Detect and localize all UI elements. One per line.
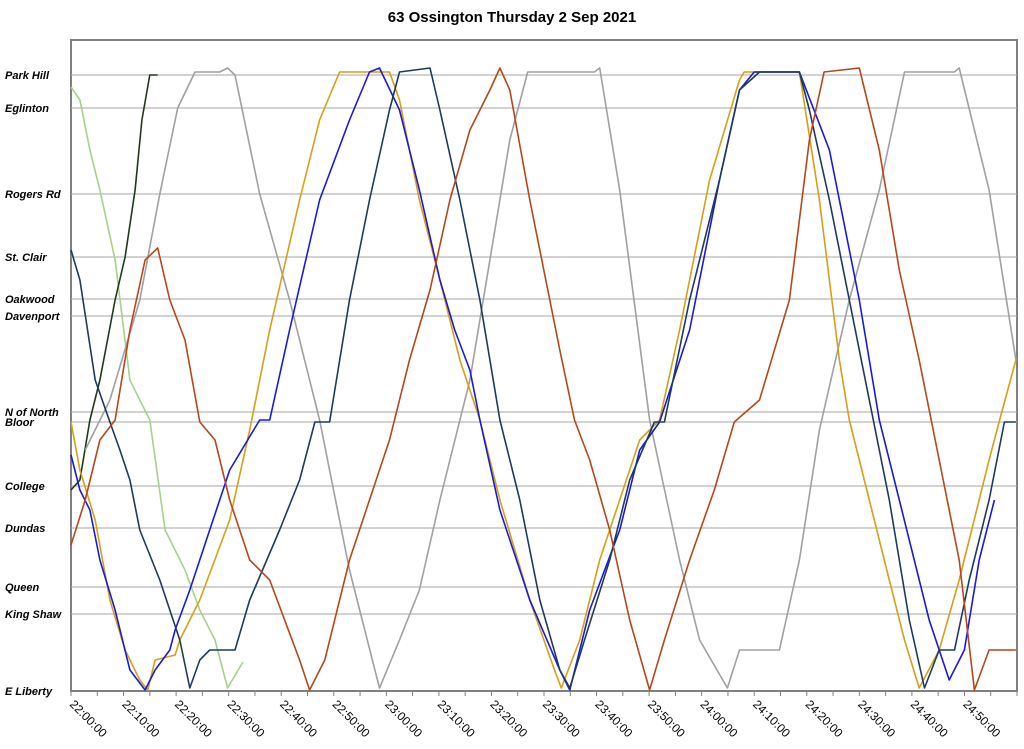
series-vehicle-light-green <box>70 86 244 689</box>
x-tick-label: 23:00:00 <box>382 697 425 740</box>
x-tick-label: 23:40:00 <box>592 697 635 740</box>
station-label: St. Clair <box>5 252 47 264</box>
x-tick-label: 24:40:00 <box>908 697 951 740</box>
station-label: E Liberty <box>5 686 53 698</box>
station-label: Rogers Rd <box>5 189 61 201</box>
x-tick-label: 24:50:00 <box>960 697 1003 740</box>
x-tick-label: 23:30:00 <box>540 697 583 740</box>
x-tick-label: 22:20:00 <box>172 697 215 740</box>
station-labels: Park Hill Eglinton Rogers Rd St. Clair Oakwo… <box>5 70 63 698</box>
plot-area <box>70 39 1018 692</box>
station-label: Oakwood <box>5 294 55 306</box>
series-vehicle-dark-green <box>70 74 158 491</box>
x-tick-label: 24:30:00 <box>855 697 898 740</box>
vehicle-traces <box>70 67 1017 691</box>
station-label: Eglinton <box>5 103 49 115</box>
station-label: Bloor <box>5 417 34 429</box>
station-label: Park Hill <box>5 70 50 82</box>
x-tick-label: 23:20:00 <box>487 697 530 740</box>
station-label: College <box>5 481 45 493</box>
series-vehicle-grey <box>84 67 1017 689</box>
station-gridlines <box>71 74 1017 615</box>
x-tick-label: 22:50:00 <box>330 697 373 740</box>
x-tick-label: 24:20:00 <box>803 697 846 740</box>
x-tick-label: 22:10:00 <box>119 697 162 740</box>
x-tick-label: 22:40:00 <box>277 697 320 740</box>
series-vehicle-navy <box>70 67 1016 689</box>
station-label: Queen <box>5 582 40 594</box>
station-label: N of North <box>5 407 59 419</box>
x-tick-label: 23:50:00 <box>645 697 688 740</box>
station-label: King Shaw <box>5 609 63 621</box>
x-tick-label: 24:00:00 <box>698 697 741 740</box>
x-axis-ticks: 22:00:00 22:10:00 22:20:00 22:30:00 22:40:00… <box>67 690 1018 740</box>
x-tick-label: 22:30:00 <box>225 697 268 740</box>
series-vehicle-rust <box>70 67 1016 691</box>
station-label: Dundas <box>5 523 45 535</box>
series-vehicle-blue <box>70 67 996 691</box>
x-tick-label: 22:00:00 <box>67 697 110 740</box>
x-tick-label: 23:10:00 <box>435 697 478 740</box>
x-tick-label: 24:10:00 <box>750 697 793 740</box>
chart-title: 63 Ossington Thursday 2 Sep 2021 <box>388 9 636 26</box>
station-label: Davenport <box>5 311 61 323</box>
